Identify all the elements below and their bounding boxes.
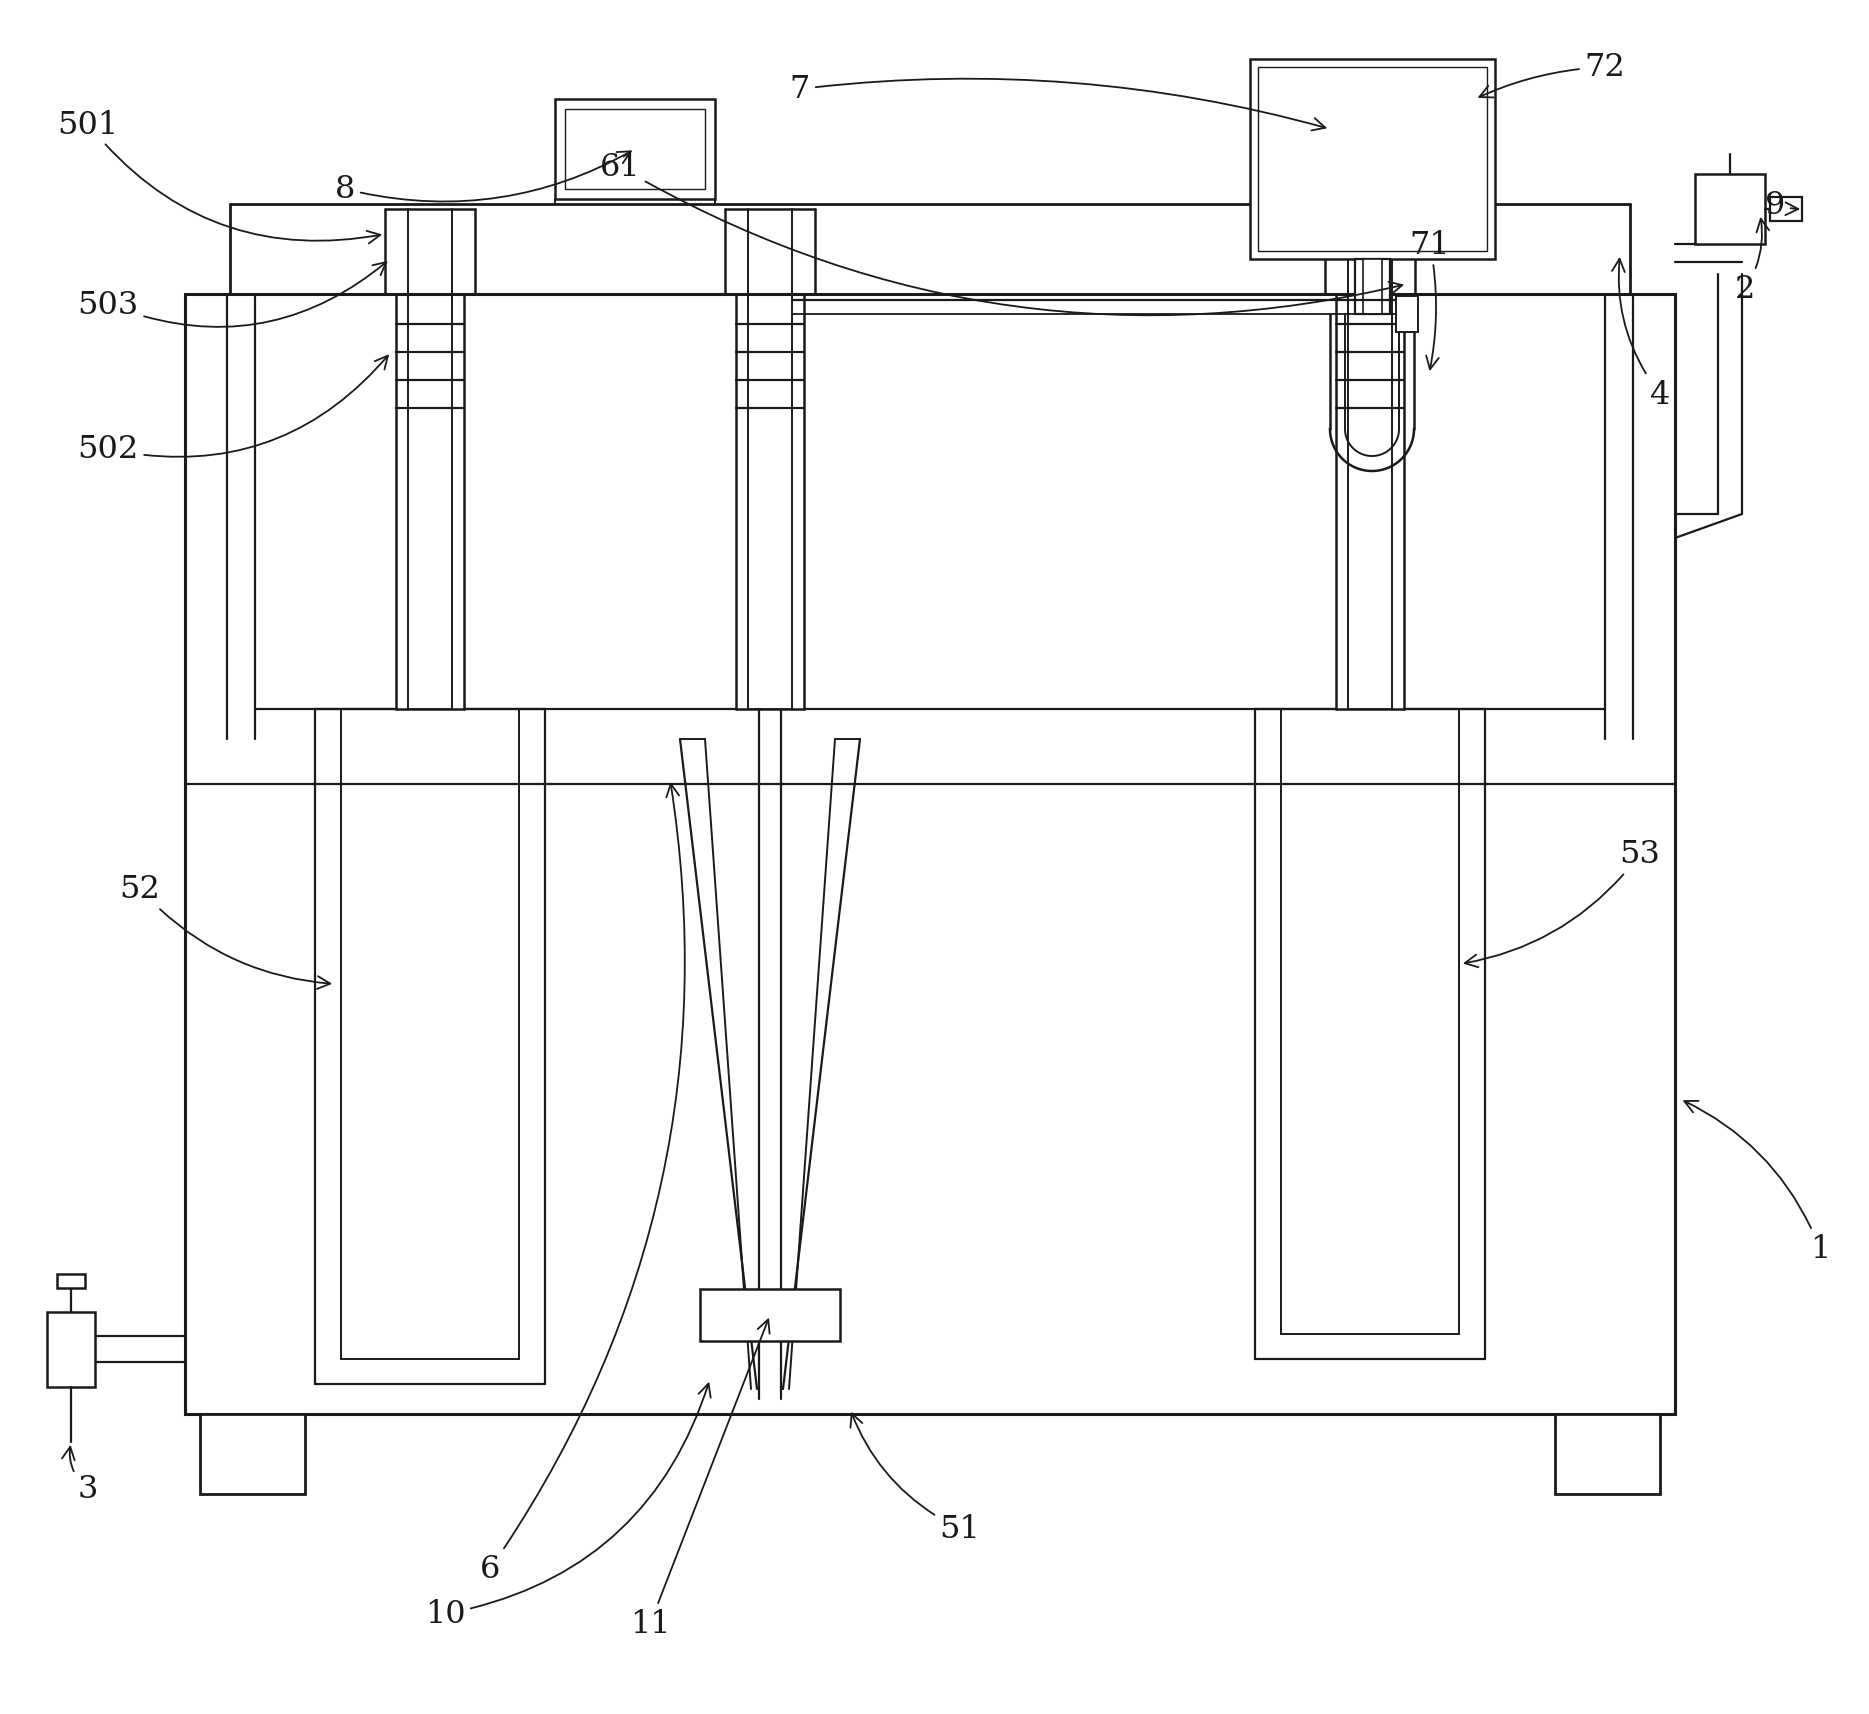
- Text: 503: 503: [77, 262, 387, 327]
- Bar: [564, 110, 705, 190]
- Text: 9: 9: [1764, 189, 1798, 221]
- Text: 1: 1: [1684, 1100, 1830, 1265]
- Text: 11: 11: [630, 1320, 770, 1640]
- Bar: [1258, 69, 1488, 252]
- Text: 61: 61: [600, 153, 1402, 315]
- Bar: [185, 295, 1675, 1414]
- Text: 51: 51: [850, 1414, 981, 1544]
- Bar: [555, 99, 716, 201]
- Bar: [1363, 261, 1381, 315]
- Text: 10: 10: [424, 1383, 710, 1630]
- Text: 4: 4: [1613, 259, 1671, 410]
- Bar: [1355, 261, 1391, 315]
- Text: 52: 52: [120, 874, 331, 989]
- Text: 6: 6: [480, 785, 684, 1584]
- Bar: [701, 1289, 839, 1342]
- Bar: [47, 1313, 95, 1387]
- Text: 53: 53: [1465, 840, 1660, 968]
- Text: 71: 71: [1409, 230, 1450, 370]
- Text: 7: 7: [791, 74, 1325, 132]
- Text: 502: 502: [77, 357, 389, 464]
- Text: 3: 3: [62, 1447, 99, 1505]
- Bar: [1396, 297, 1419, 333]
- Text: 2: 2: [1734, 219, 1770, 305]
- Text: 8: 8: [335, 153, 632, 206]
- Bar: [1250, 60, 1495, 261]
- Bar: [200, 1414, 305, 1495]
- Bar: [1770, 197, 1802, 221]
- Bar: [1695, 175, 1764, 245]
- Text: 72: 72: [1480, 53, 1626, 98]
- Bar: [1555, 1414, 1660, 1495]
- Text: 501: 501: [58, 110, 379, 245]
- Bar: [56, 1274, 84, 1289]
